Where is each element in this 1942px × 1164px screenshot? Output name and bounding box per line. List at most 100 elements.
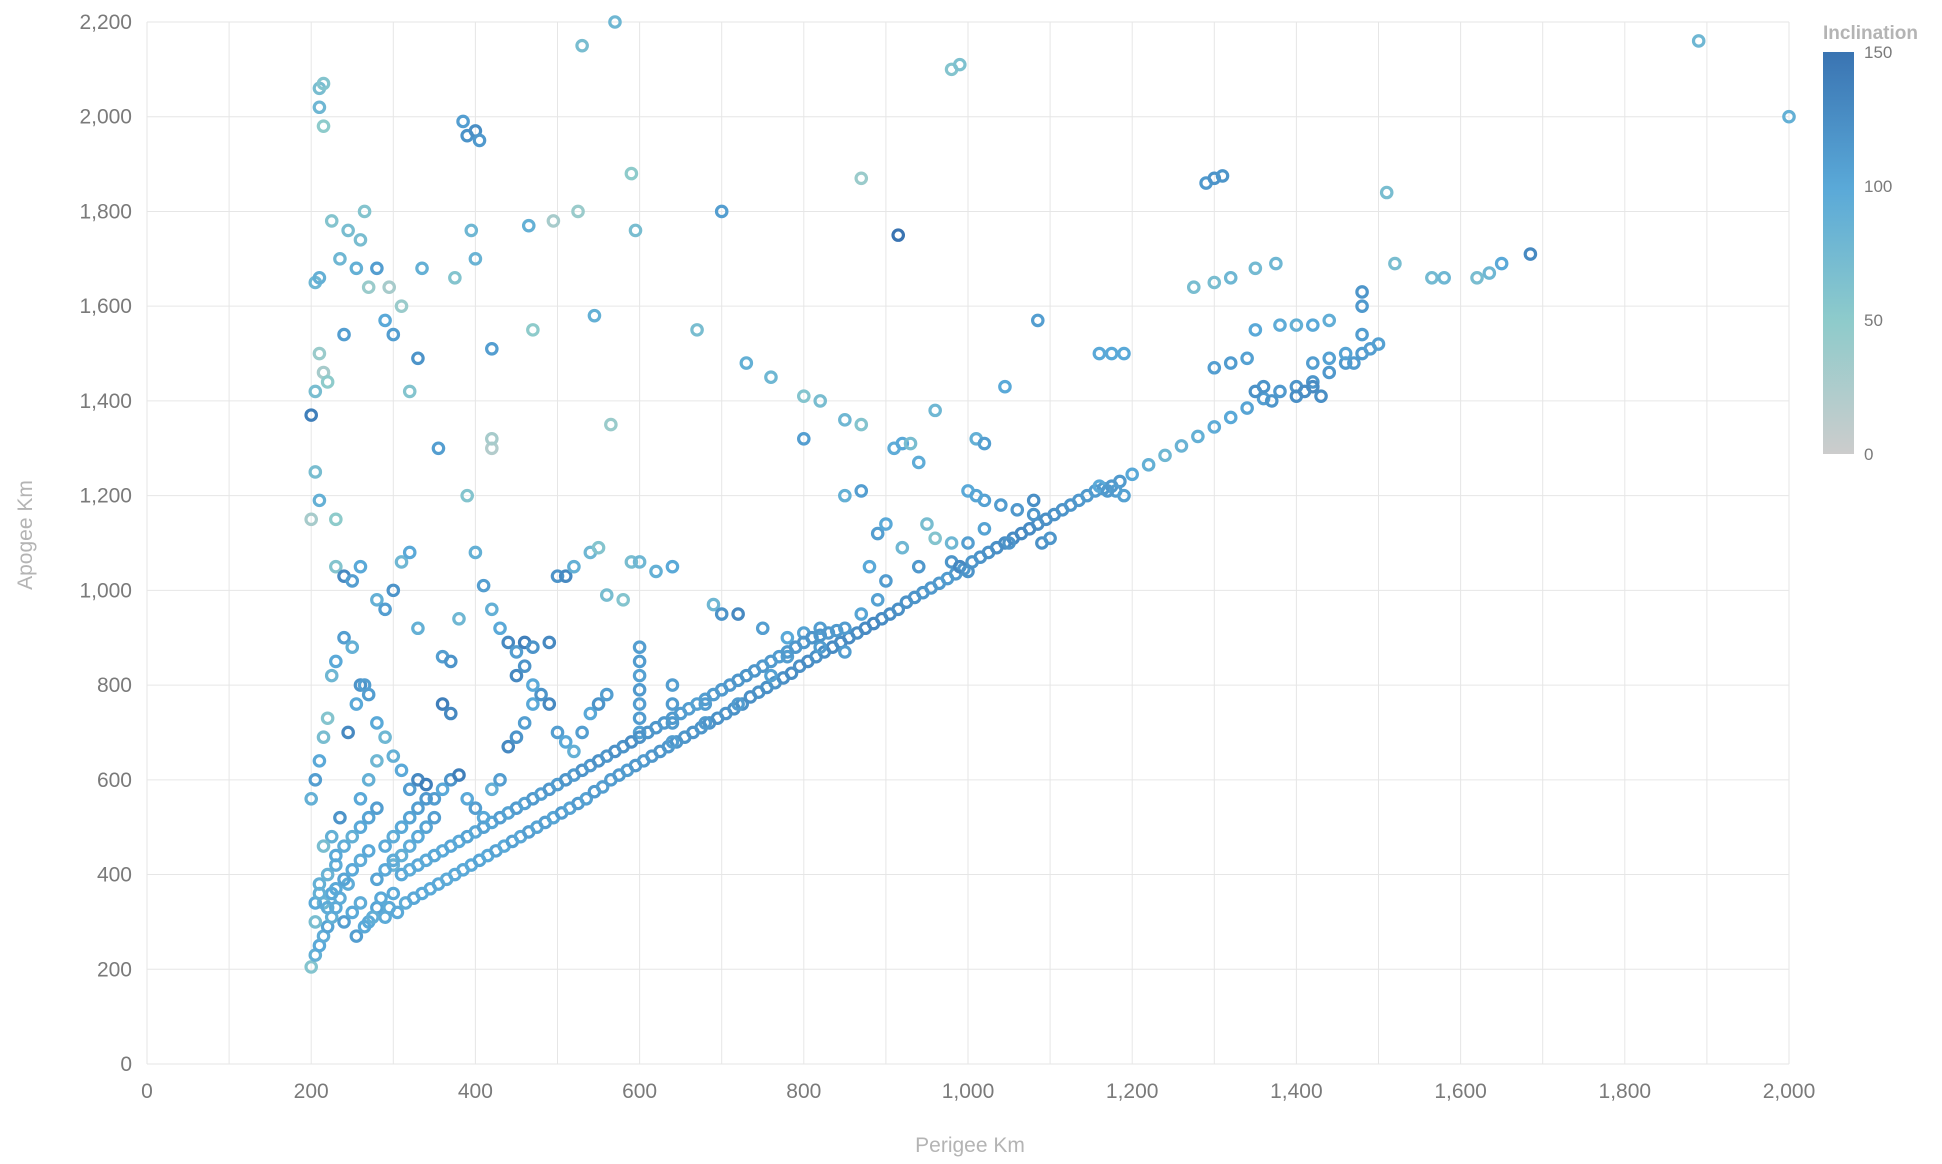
- data-point: [1782, 109, 1796, 124]
- y-tick-label: 400: [97, 864, 132, 887]
- data-point: [961, 564, 975, 579]
- data-point: [604, 417, 618, 432]
- data-point: [567, 744, 581, 759]
- data-point: [731, 607, 745, 621]
- data-point: [357, 204, 372, 219]
- y-tick-label: 800: [97, 674, 132, 697]
- data-point: [402, 782, 417, 797]
- data-point: [361, 810, 376, 825]
- data-point: [780, 630, 795, 645]
- data-point: [378, 863, 392, 877]
- y-tick-label: 1,200: [79, 485, 132, 508]
- data-point: [1125, 467, 1139, 482]
- x-tick-label: 1,200: [1106, 1080, 1159, 1103]
- x-axis-ticks: 0 200 400 600 800 1,000 1,200 1,400 1,600 1,800 2,…: [141, 1080, 1815, 1103]
- data-point: [345, 905, 360, 920]
- data-point: [1355, 299, 1369, 313]
- data-point: [509, 645, 524, 659]
- data-point: [427, 810, 442, 825]
- data-point: [895, 436, 910, 451]
- data-point: [546, 214, 561, 228]
- data-point: [977, 436, 992, 451]
- data-point: [1306, 318, 1320, 332]
- data-point: [862, 559, 877, 574]
- data-point: [419, 777, 433, 792]
- data-point: [780, 649, 795, 664]
- data-point: [591, 540, 606, 555]
- data-point: [378, 602, 392, 617]
- data-point: [1117, 488, 1131, 503]
- data-point: [665, 678, 680, 692]
- data-point: [468, 545, 483, 560]
- y-tick-label: 0: [120, 1053, 132, 1076]
- data-point: [345, 574, 360, 588]
- data-point: [353, 233, 368, 247]
- data-point: [452, 768, 466, 782]
- data-point: [1322, 365, 1337, 380]
- data-point: [1248, 323, 1263, 337]
- data-point: [969, 488, 984, 503]
- data-point: [386, 853, 401, 868]
- x-tick-label: 600: [622, 1080, 657, 1103]
- data-point: [308, 384, 323, 399]
- data-point: [1269, 256, 1283, 271]
- data-point: [493, 621, 507, 636]
- data-point: [1347, 356, 1361, 370]
- data-point: [928, 531, 942, 546]
- data-point: [632, 555, 647, 569]
- data-point: [796, 431, 811, 446]
- data-point: [1306, 379, 1320, 394]
- data-point: [891, 602, 906, 617]
- data-point: [308, 915, 323, 929]
- legend-title: Inclination: [1823, 23, 1918, 44]
- data-point: [1186, 280, 1201, 295]
- data-point: [891, 228, 906, 242]
- data-point: [838, 645, 852, 659]
- data-point: [854, 171, 869, 186]
- data-point: [337, 327, 351, 342]
- data-point: [632, 697, 647, 711]
- data-point: [365, 910, 380, 924]
- data-point: [312, 886, 327, 901]
- data-point: [854, 484, 869, 498]
- legend-color-bar: [1823, 52, 1854, 454]
- data-point: [1223, 356, 1238, 370]
- data-point: [443, 706, 458, 721]
- data-point: [920, 517, 934, 531]
- data-point: [382, 280, 396, 295]
- data-point: [624, 166, 639, 181]
- data-point: [308, 773, 323, 787]
- data-point: [1355, 327, 1369, 342]
- data-point: [591, 697, 606, 711]
- data-point: [402, 839, 417, 853]
- data-point: [1273, 318, 1287, 332]
- data-point: [567, 559, 581, 574]
- data-point: [320, 375, 335, 389]
- data-point: [316, 730, 331, 744]
- data-point: [517, 659, 532, 673]
- data-point: [838, 488, 852, 503]
- data-point: [998, 379, 1012, 394]
- data-point: [349, 697, 364, 711]
- data-point: [911, 455, 926, 470]
- data-point: [402, 810, 417, 825]
- data-point: [501, 635, 516, 650]
- data-point: [304, 960, 318, 974]
- data-point: [370, 261, 384, 276]
- x-tick-label: 1,000: [942, 1080, 995, 1103]
- data-point: [341, 223, 355, 238]
- data-point: [526, 697, 540, 711]
- data-point: [353, 820, 368, 834]
- data-point: [1306, 356, 1320, 370]
- y-axis-ticks: 0 200 400 600 800 1,000 1,200 1,400 1,600 1,800 2,…: [79, 11, 132, 1076]
- data-point: [698, 697, 713, 711]
- data-point: [665, 559, 680, 574]
- data-point: [312, 493, 327, 508]
- data-point: [706, 597, 721, 612]
- data-point: [1026, 493, 1041, 508]
- data-point: [764, 370, 778, 385]
- data-point: [1158, 448, 1172, 463]
- y-tick-label: 1,400: [79, 390, 132, 413]
- data-point: [1289, 318, 1304, 332]
- data-point: [320, 900, 335, 915]
